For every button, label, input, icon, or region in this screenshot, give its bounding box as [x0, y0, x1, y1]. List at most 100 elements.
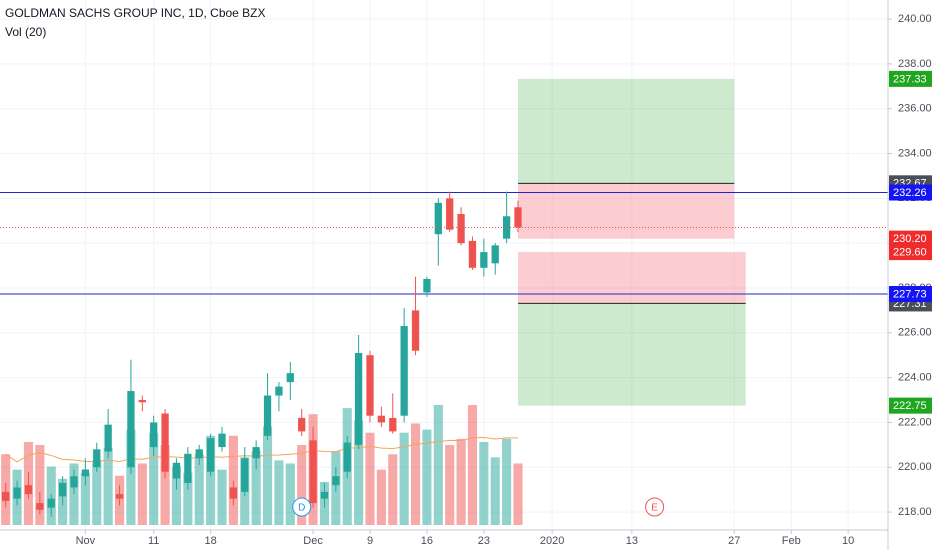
- x-tick-label: 27: [728, 535, 740, 547]
- volume-bar: [297, 445, 307, 525]
- candle-body: [206, 438, 215, 472]
- x-tick-label: 11: [148, 535, 159, 547]
- candle-body: [343, 442, 351, 472]
- volume-bar: [103, 448, 113, 525]
- candle-body: [218, 433, 226, 448]
- event-marker: [645, 497, 665, 517]
- price-tag: [889, 286, 932, 303]
- volume-bar: [149, 432, 159, 525]
- volume-bar: [433, 405, 443, 525]
- volume-bar: [194, 454, 204, 525]
- volume-bar: [171, 466, 182, 525]
- y-tick-label: 220.00: [898, 461, 932, 473]
- candle-body: [115, 494, 124, 499]
- volume-bar: [228, 435, 238, 525]
- time-axis: [0, 530, 888, 550]
- x-tick-label: 16: [421, 535, 433, 547]
- candle-body: [58, 482, 67, 497]
- volume-bar: [513, 463, 523, 525]
- candle-body: [400, 326, 408, 416]
- candle-body: [286, 373, 294, 383]
- candle-body: [24, 485, 33, 495]
- candle-body: [468, 240, 477, 268]
- candle-body: [241, 458, 249, 492]
- volume-bar: [490, 457, 500, 525]
- candle-body: [514, 207, 522, 228]
- candle-body: [457, 214, 465, 244]
- event-label: D: [298, 503, 305, 514]
- price-axis: [888, 0, 932, 550]
- x-tick-label: 13: [626, 535, 638, 547]
- y-tick-label: 226.00: [898, 327, 932, 339]
- candle-body: [502, 216, 511, 239]
- x-tick-label: 10: [842, 535, 854, 547]
- price-tag-label: 229.60: [893, 247, 927, 259]
- volume-bar: [206, 435, 216, 525]
- volume-bar: [35, 445, 45, 525]
- candle-body: [13, 487, 21, 499]
- price-tag: [889, 230, 932, 247]
- volume-bar: [365, 432, 375, 525]
- volume-bar: [376, 469, 386, 525]
- chart-title: GOLDMAN SACHS GROUP INC, 1D, Cboe BZX: [5, 6, 266, 20]
- candle-body: [411, 310, 420, 351]
- x-tick-label: Nov: [76, 535, 96, 547]
- price-tag-label: 230.20: [893, 233, 927, 245]
- volume-bar: [274, 460, 284, 525]
- x-tick-label: 18: [204, 535, 216, 547]
- candle-body: [252, 447, 260, 459]
- profit-zone: [518, 303, 746, 406]
- volume-bar: [126, 429, 136, 525]
- volume-bar: [285, 463, 295, 525]
- volume-bar: [262, 426, 273, 525]
- candle-body: [172, 462, 181, 479]
- volume-bar: [399, 432, 409, 525]
- event-label: E: [651, 503, 658, 514]
- x-tick-label: 23: [478, 535, 490, 547]
- y-tick-label: 240.00: [898, 13, 932, 25]
- price-tag: [889, 244, 932, 261]
- candle-body: [2, 491, 10, 501]
- candle-body: [446, 198, 454, 230]
- volume-bar: [456, 438, 466, 525]
- volume-bar: [92, 460, 102, 525]
- volume-bar: [422, 429, 432, 525]
- volume-bar: [467, 405, 478, 525]
- candle-body: [229, 487, 238, 499]
- candle-body: [491, 245, 499, 264]
- volume-bar: [502, 438, 512, 525]
- candle-body: [389, 417, 397, 432]
- candle-body: [70, 476, 78, 488]
- volume-bar: [388, 454, 398, 525]
- candle-body: [127, 391, 135, 468]
- volume-bar: [251, 451, 261, 525]
- candle-body: [332, 476, 340, 486]
- candle-body: [104, 424, 112, 452]
- volume-bar: [80, 472, 90, 525]
- candle-body: [184, 453, 192, 483]
- event-marker: [292, 497, 312, 517]
- loss-zone: [518, 183, 735, 239]
- volume-bar: [217, 469, 227, 525]
- volume-bar: [69, 463, 79, 525]
- price-tag: [889, 184, 932, 201]
- candle-body: [298, 417, 306, 432]
- loss-zone: [518, 252, 746, 304]
- candle-body: [377, 415, 386, 423]
- x-tick-label: 2020: [540, 535, 564, 547]
- y-tick-label: 224.00: [898, 372, 932, 384]
- candle-body: [93, 449, 101, 468]
- candle-body: [309, 440, 317, 504]
- candle-body: [81, 469, 90, 477]
- candle-body: [366, 355, 374, 416]
- x-tick-label: Feb: [782, 535, 801, 547]
- price-tag-label: 222.75: [893, 400, 927, 412]
- volume-ma-line: [5, 436, 518, 463]
- candle-body: [47, 498, 55, 508]
- y-tick-label: 234.00: [898, 147, 932, 159]
- candle-body: [320, 491, 329, 499]
- y-tick-label: 238.00: [898, 58, 932, 70]
- y-tick-label: 236.00: [898, 103, 932, 115]
